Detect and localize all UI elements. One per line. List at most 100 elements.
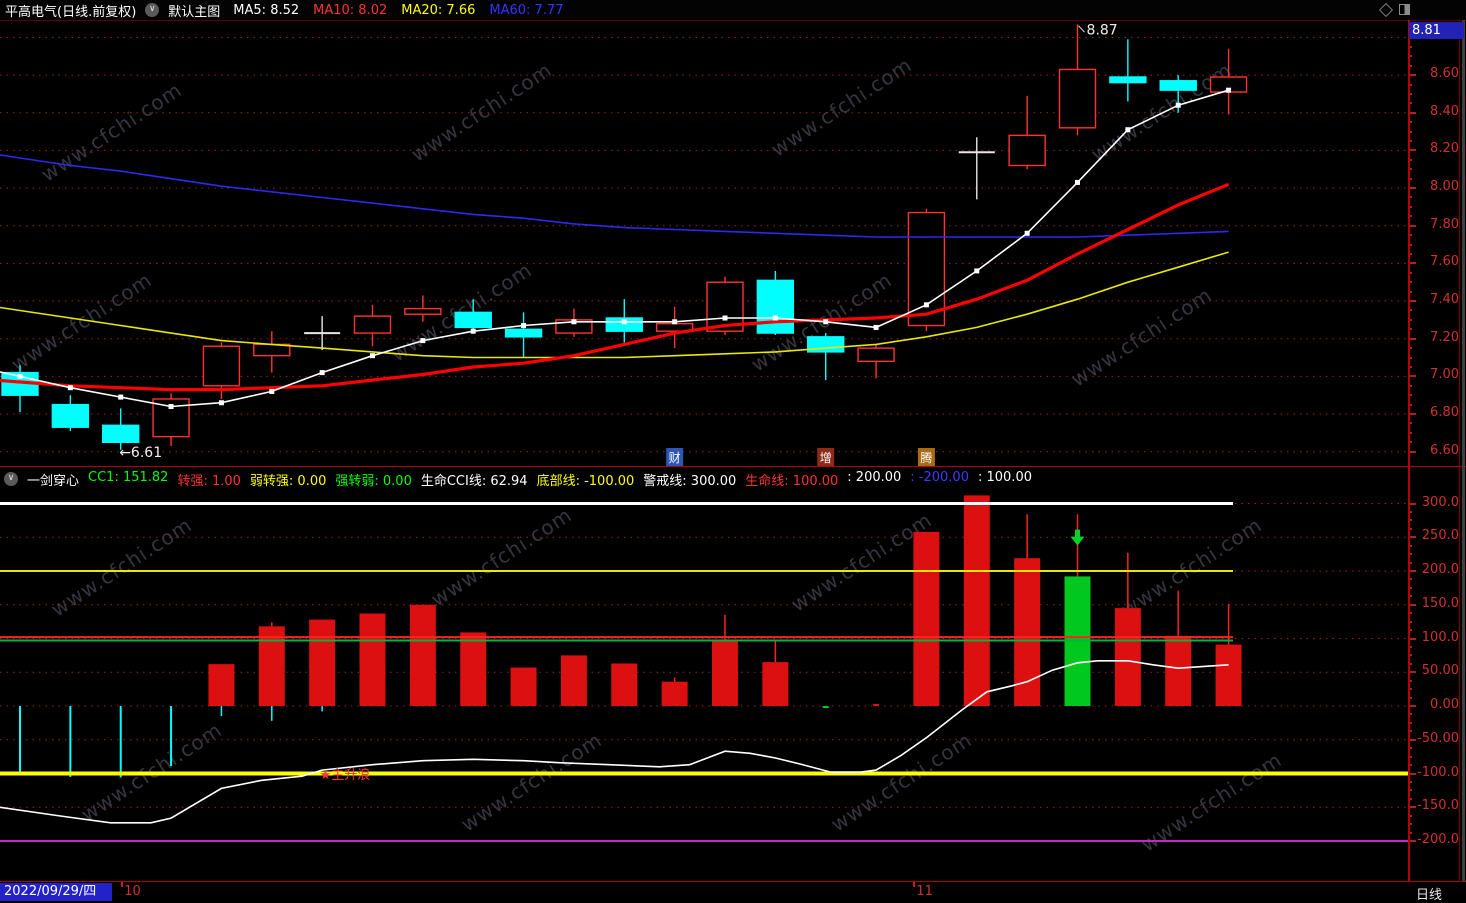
main-axis-label: 8.00: [1430, 179, 1459, 195]
indicator-legend-item: 弱转强: 0.00: [249, 473, 327, 489]
ma-line-ma10: [0, 182, 1230, 392]
candle[interactable]: [152, 393, 190, 447]
axis-border: [1408, 20, 1410, 902]
candle[interactable]: [504, 312, 543, 358]
ma-legend-item: MA20: 7.66: [401, 2, 476, 18]
sub-axis-label: -50.00: [1417, 730, 1459, 746]
main-axis-label: 8.40: [1430, 103, 1459, 119]
indicator-legend-item: 生命CCI线: 62.94: [420, 473, 528, 489]
main-axis-label: 7.40: [1430, 292, 1459, 308]
sub-axis-label: -100.0: [1417, 764, 1459, 780]
sell-signal-arrow-icon: [1070, 529, 1085, 546]
histogram-bar[interactable]: [762, 662, 789, 706]
chevron-down-icon[interactable]: ∨: [145, 3, 160, 17]
price-axis: 8.808.608.408.208.007.807.607.407.207.00…: [1408, 0, 1466, 902]
candle[interactable]: [51, 395, 90, 431]
histogram-bar[interactable]: [711, 640, 738, 706]
candle[interactable]: [202, 342, 241, 399]
ma-line-ma20: [0, 251, 1229, 359]
histogram-bar[interactable]: [359, 613, 386, 706]
histogram-bar[interactable]: [409, 604, 436, 706]
indicator-name: 一剑穿心: [27, 473, 80, 489]
histogram-bar[interactable]: [1215, 644, 1242, 706]
histogram-bar[interactable]: [510, 667, 537, 706]
candle[interactable]: [353, 304, 392, 347]
histogram-bar[interactable]: [309, 619, 336, 706]
histogram-bar[interactable]: [460, 632, 487, 706]
period-label[interactable]: 日线: [1416, 888, 1443, 903]
sub-axis-label: 0.00: [1430, 697, 1459, 712]
chart-tag-bg: [666, 448, 684, 466]
axis-right-border: [1459, 20, 1460, 902]
main-axis-label: 7.00: [1430, 367, 1459, 383]
bottom-divider: [0, 881, 1466, 882]
candle[interactable]: [1, 365, 39, 413]
price-annotation: 8.87: [1087, 23, 1118, 39]
main-price-chart[interactable]: 8.87 ←6.61 财 增 腾: [0, 20, 1408, 467]
chevron-down-icon[interactable]: ∨: [4, 472, 18, 486]
candle[interactable]: [655, 306, 694, 349]
histogram-bar[interactable]: [1114, 608, 1141, 706]
candle[interactable]: [756, 270, 795, 335]
indicator-legend-bar: ∨ 一剑穿心 CC1: 151.82 转强: 1.00 弱转强: 0.00 强转弱: …: [0, 467, 1408, 491]
ma-legend-item: MA5: 8.52: [233, 2, 300, 18]
main-axis-label: 7.60: [1430, 254, 1459, 270]
histogram-bar[interactable]: [560, 655, 587, 706]
histogram-bar[interactable]: [963, 495, 990, 706]
candle[interactable]: [404, 295, 442, 322]
candle[interactable]: [1109, 39, 1147, 102]
histogram-bar[interactable]: [258, 626, 285, 706]
ma-legend: MA5: 8.52 MA10: 8.02 MA20: 7.66 MA60: 7.77: [233, 3, 563, 18]
ma-legend-item: MA60: 7.77: [489, 2, 564, 18]
main-chart-legend-bar: 平高电气(日线.前复权) ∨ 默认主图 MA5: 8.52 MA10: 8.02 M…: [0, 0, 1466, 20]
month-label: 11: [916, 884, 933, 899]
main-axis-label: 7.20: [1430, 329, 1459, 345]
main-axis-label: 8.60: [1430, 66, 1459, 82]
indicator-values: CC1: 151.82 转强: 1.00 弱转强: 0.00 强转弱: 0.00 生命C…: [88, 470, 1032, 489]
price-annotation: ←6.61: [119, 445, 162, 461]
time-axis-bar: 2022/09/29/四 10 11: [0, 882, 1466, 902]
histogram-bar[interactable]: [913, 531, 940, 706]
stock-title: 平高电气(日线.前复权): [5, 4, 137, 20]
histogram-tick[interactable]: [822, 706, 829, 709]
candle[interactable]: [102, 408, 140, 450]
sub-axis-label: -200.0: [1417, 832, 1459, 847]
chart-tag: 财: [669, 451, 681, 465]
indicator-legend-item: : 200.00: [847, 469, 902, 485]
indicator-legend-item: 强转弱: 0.00: [335, 473, 412, 489]
candle[interactable]: [1058, 24, 1097, 136]
histogram-bar[interactable]: [661, 681, 688, 706]
ma-line-ma60: [0, 154, 1229, 238]
candle[interactable]: [454, 299, 492, 332]
split-panel-icon[interactable]: [1399, 4, 1410, 15]
topbar-tools: [1378, 2, 1410, 17]
candle[interactable]: [807, 333, 845, 381]
candle[interactable]: [1008, 95, 1046, 170]
histogram-tick[interactable]: [873, 703, 880, 706]
sub-axis-label: 200.0: [1421, 562, 1459, 577]
histogram-bar[interactable]: [208, 664, 235, 706]
chart-style-label[interactable]: 默认主图: [168, 4, 221, 20]
indicator-legend-item: CC1: 151.82: [88, 469, 169, 485]
indicator-chart[interactable]: ★主升浪: [0, 467, 1408, 882]
histogram-bar[interactable]: [1165, 635, 1192, 706]
histogram-bar[interactable]: [611, 663, 638, 706]
chart-tag: 腾: [920, 450, 932, 465]
panel-divider: [0, 466, 1466, 467]
candle[interactable]: [304, 316, 341, 351]
sub-axis-label: -150.0: [1417, 798, 1459, 814]
candle[interactable]: [958, 137, 995, 200]
main-axis-label: 8.20: [1430, 141, 1459, 157]
ma-legend-item: MA10: 8.02: [313, 2, 388, 18]
sub-axis-label: 100.0: [1421, 629, 1459, 645]
month-label: 10: [124, 884, 141, 899]
candle[interactable]: [1209, 48, 1248, 115]
ma-line-ma5: [0, 89, 1229, 408]
diamond-tool-icon[interactable]: [1378, 2, 1394, 17]
candle[interactable]: [253, 331, 291, 373]
candle[interactable]: [857, 344, 895, 379]
main-axis-label: 6.60: [1430, 442, 1459, 458]
cci-line: [0, 660, 1229, 824]
last-price-badge: 8.81: [1409, 22, 1464, 39]
